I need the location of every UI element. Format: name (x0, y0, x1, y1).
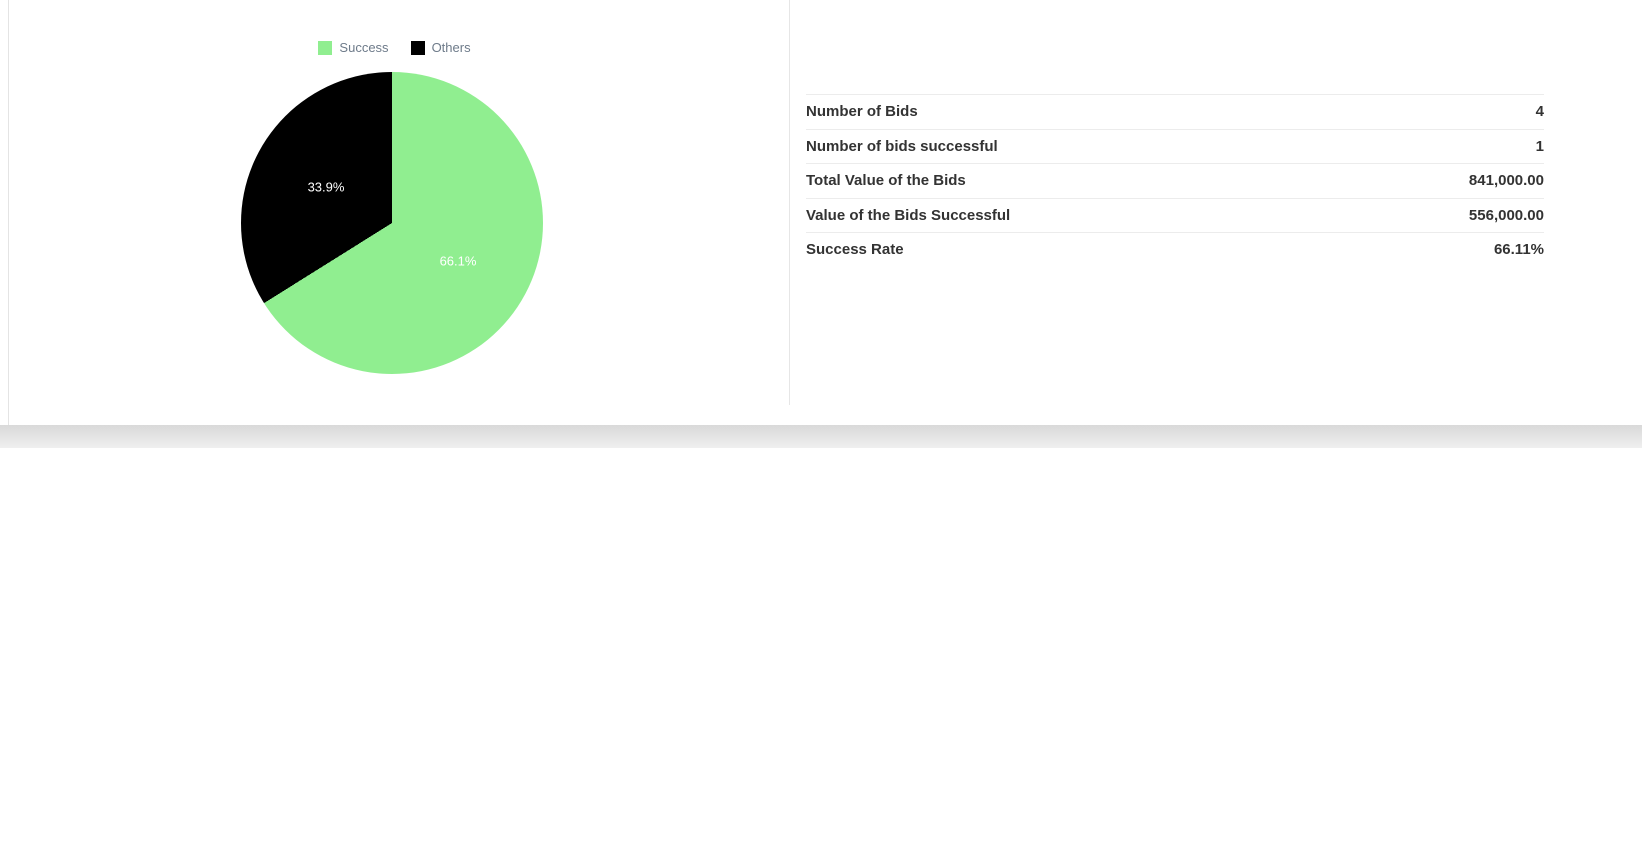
stat-row: Success Rate 66.11% (806, 232, 1544, 267)
pie-slice-label-others: 33.9% (307, 179, 345, 195)
stat-label: Total Value of the Bids (806, 172, 966, 190)
stat-value: 841,000.00 (1468, 172, 1544, 190)
stat-label: Number of Bids (806, 103, 918, 121)
stat-label: Number of bids successful (806, 137, 998, 155)
bid-stats-table: Number of Bids 4 Number of bids successf… (806, 94, 1544, 267)
stat-row: Total Value of the Bids 841,000.00 (806, 163, 1544, 198)
legend-label: Others (431, 40, 471, 55)
card-border (8, 0, 9, 425)
success-rate-pie-chart: 66.1% 33.9% (241, 72, 543, 374)
pie-slice-label-success: 66.1% (439, 253, 477, 269)
success-swatch (318, 40, 333, 55)
stat-value: 66.11% (1493, 241, 1544, 259)
stat-row: Number of Bids 4 (806, 94, 1544, 129)
legend-item-others[interactable]: Others (410, 40, 471, 55)
others-swatch (410, 40, 425, 55)
stat-label: Value of the Bids Successful (806, 206, 1011, 224)
stat-value: 4 (1535, 103, 1544, 121)
stat-value: 556,000.00 (1468, 206, 1544, 224)
legend-label: Success (339, 40, 389, 55)
bids-card: Bids + Add New Export Excel Export PDF S… (0, 448, 1642, 866)
section-divider-band (0, 425, 1642, 448)
vertical-divider (789, 0, 790, 405)
stat-row: Number of bids successful 1 (806, 128, 1544, 164)
legend-item-success[interactable]: Success (318, 40, 389, 55)
chart-legend: Success Others (0, 40, 789, 55)
stat-row: Value of the Bids Successful 556,000.00 (806, 197, 1544, 233)
bid-summary-card: Success Others 66.1% 33.9% Number of Bid… (0, 0, 1642, 425)
stat-value: 1 (1535, 137, 1544, 155)
stat-label: Success Rate (806, 241, 904, 259)
